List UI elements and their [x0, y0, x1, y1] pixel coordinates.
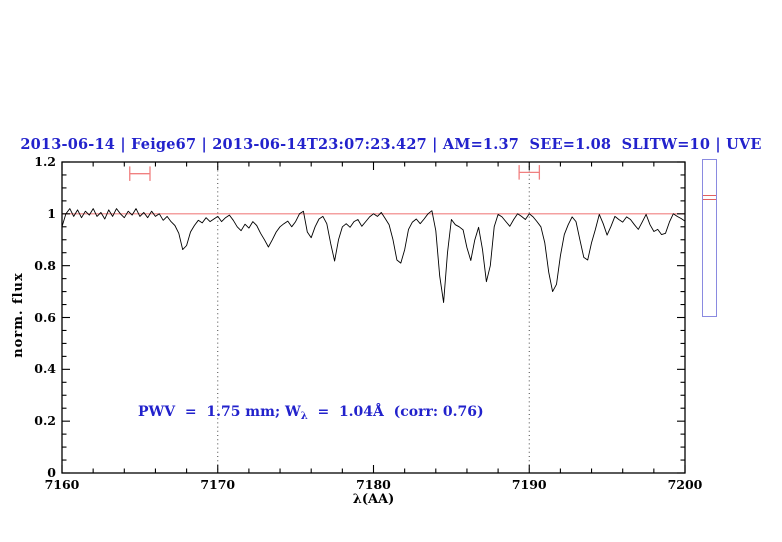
y-tick-label-0.4: 0.4	[34, 361, 56, 377]
x-tick-label-7190: 7190	[511, 477, 547, 492]
x-tick-label-7170: 7170	[200, 477, 236, 492]
plot-title: 2013-06-14 | Feige67 | 2013-06-14T23:07:…	[20, 136, 762, 153]
x-tick-label-7200: 7200	[667, 477, 703, 492]
y-tick-label-1: 1	[47, 205, 56, 221]
pwv-annotation-value: = 1.04Å (corr: 0.76)	[307, 404, 484, 420]
y-tick-label-0.8: 0.8	[34, 257, 56, 273]
y-tick-label-0.2: 0.2	[34, 413, 56, 429]
pwv-annotation-text: PWV = 1.75 mm; W	[138, 404, 301, 420]
x-tick-label-7180: 7180	[356, 477, 391, 492]
plot-frame	[61, 161, 686, 474]
slit-marker-line-1	[703, 198, 716, 200]
pwv-annotation-subscript: λ	[300, 411, 308, 422]
y-tick-label-0.6: 0.6	[34, 309, 56, 325]
pwv-annotation: PWV = 1.75 mm; Wλ = 1.04Å (corr: 0.76)	[138, 404, 484, 422]
slit-indicator	[702, 159, 717, 317]
y-tick-label-1.2: 1.2	[34, 154, 56, 169]
slit-marker-line-0	[703, 194, 716, 196]
y-tick-label-0: 0	[47, 465, 56, 480]
spectrum-line	[61, 208, 686, 303]
x-axis-label: λ(AA)	[352, 492, 395, 507]
y-axis-label: norm. flux	[11, 272, 26, 358]
x-tick-label-7160: 7160	[44, 477, 80, 492]
